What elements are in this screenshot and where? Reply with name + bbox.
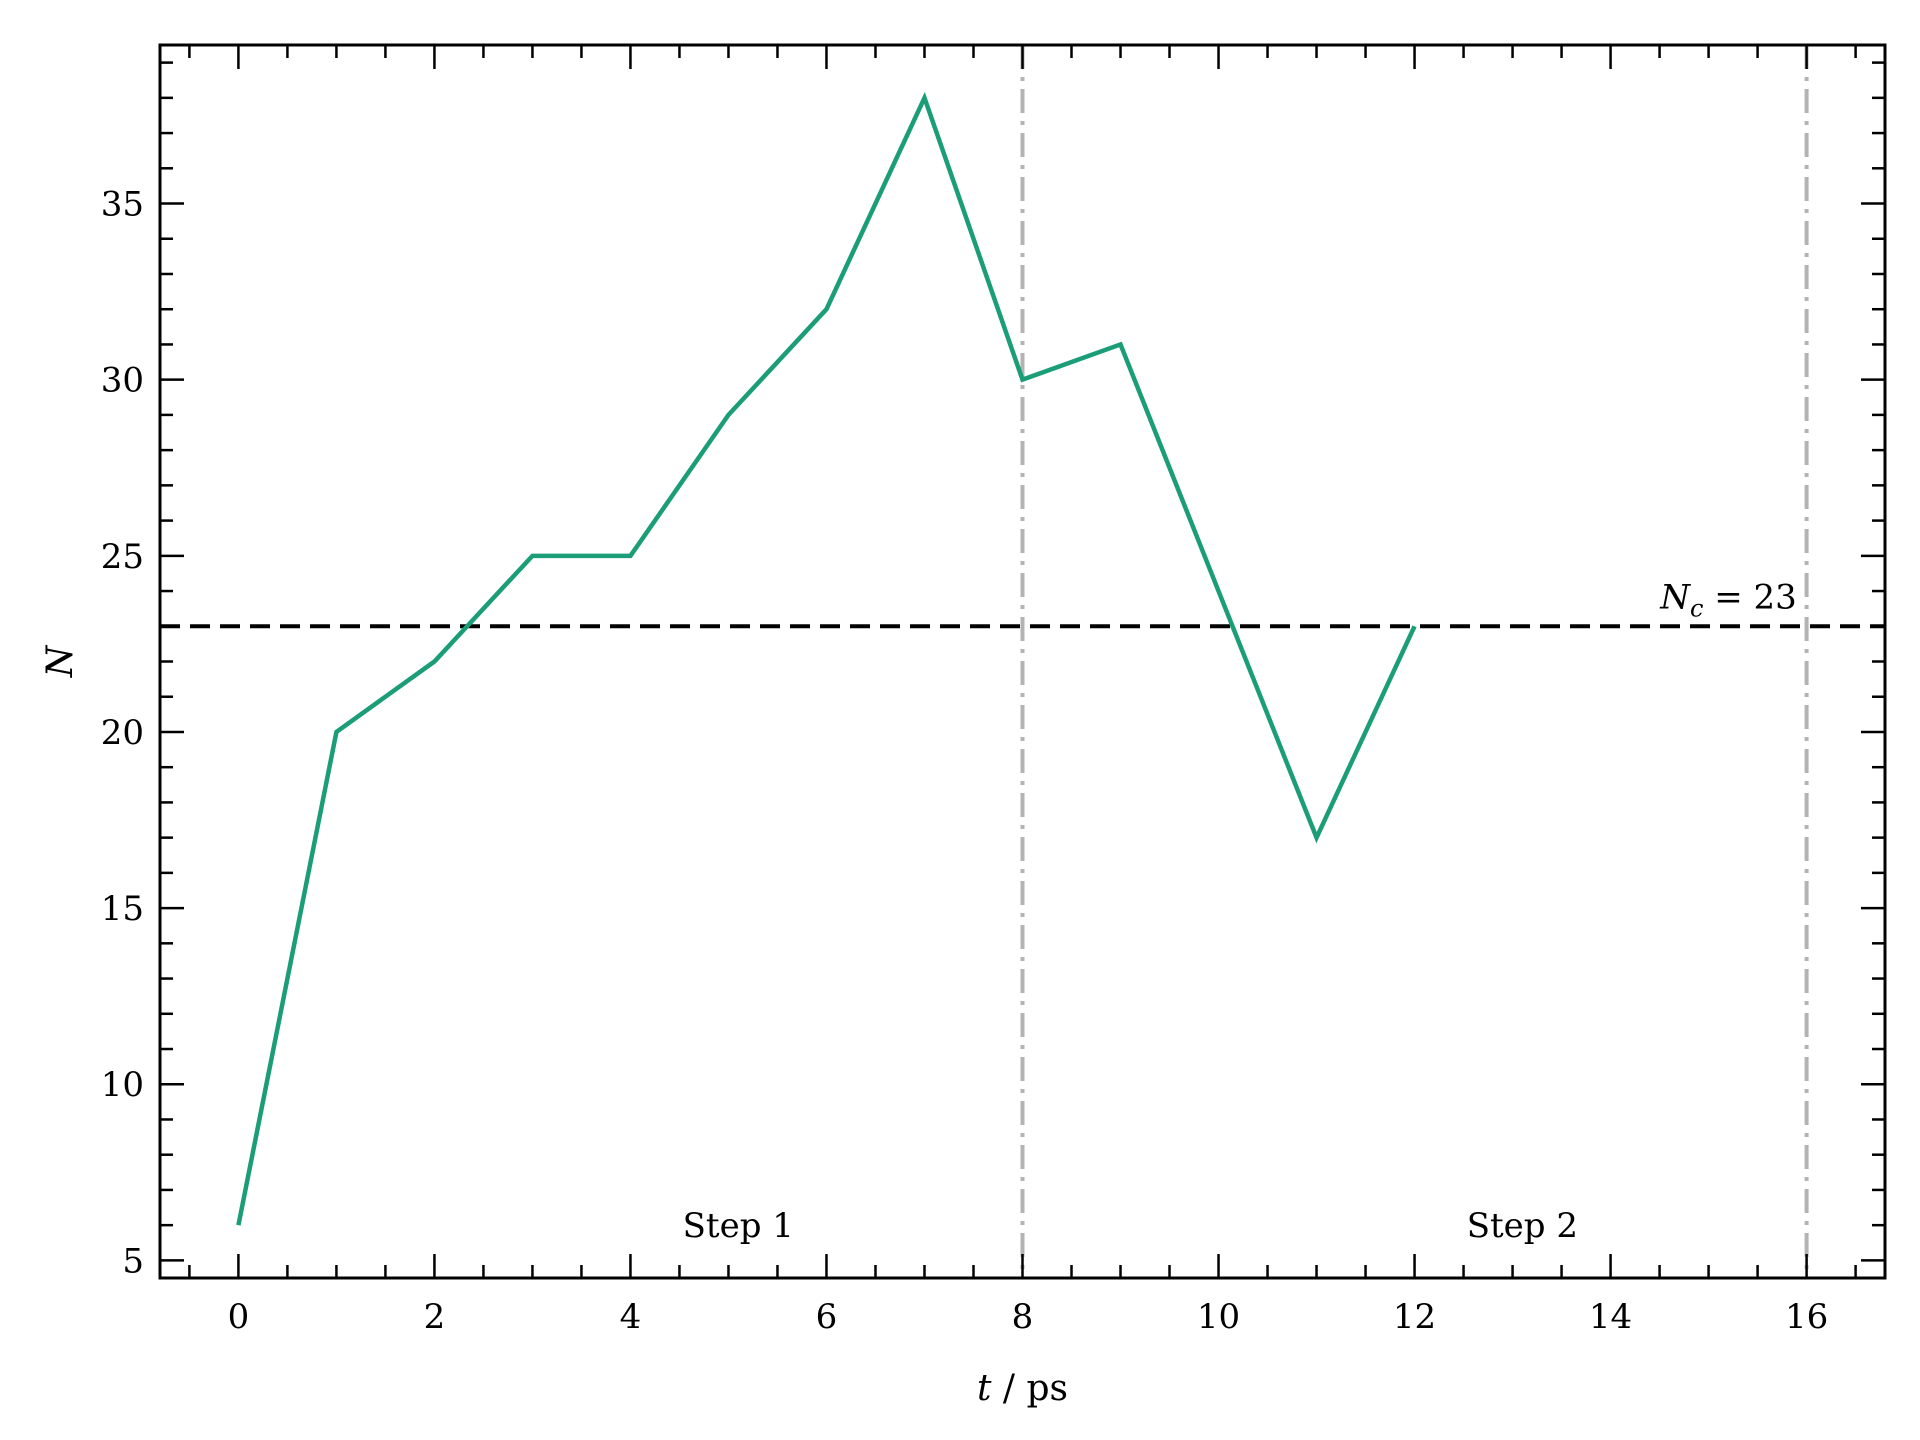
x-tick-label: 10 (1197, 1297, 1240, 1337)
plot-marks (160, 45, 1885, 1278)
threshold-label-value: = 23 (1703, 577, 1796, 617)
y-tick-label: 30 (101, 361, 144, 401)
x-tick-label: 12 (1393, 1297, 1436, 1337)
x-tick-label: 14 (1589, 1297, 1632, 1337)
step-2-annotation: Step 2 (1467, 1206, 1578, 1246)
y-tick-label: 15 (101, 889, 144, 929)
x-tick-label: 2 (424, 1297, 446, 1337)
plot-frame (158, 43, 1887, 1280)
axis-ticks (160, 45, 1885, 1278)
x-axis-label: t / ps (977, 1368, 1068, 1409)
x-tick-label: 8 (1012, 1297, 1034, 1337)
y-tick-label: 25 (101, 537, 144, 577)
threshold-label-subscript: c (1690, 594, 1703, 622)
x-tick-label: 4 (620, 1297, 642, 1337)
x-tick-label: 0 (228, 1297, 250, 1337)
y-tick-label: 35 (101, 185, 144, 225)
threshold-label: Nc = 23 (1659, 577, 1797, 622)
x-tick-label: 6 (816, 1297, 838, 1337)
y-axis-label: N (40, 644, 81, 678)
y-tick-label: 10 (101, 1065, 144, 1105)
tick-labels: 0 2 4 6 8 10 12 14 16 5 10 15 20 25 30 35 (101, 185, 1828, 1337)
series-line-1 (236, 91, 1417, 1226)
x-axis-unit: / ps (991, 1368, 1068, 1409)
y-tick-label: 20 (101, 713, 144, 753)
step-1-annotation: Step 1 (683, 1206, 794, 1246)
y-tick-label: 5 (122, 1241, 144, 1281)
threshold-label-symbol: N (1659, 577, 1691, 617)
x-tick-label: 16 (1785, 1297, 1828, 1337)
x-axis-variable: t (977, 1368, 992, 1409)
